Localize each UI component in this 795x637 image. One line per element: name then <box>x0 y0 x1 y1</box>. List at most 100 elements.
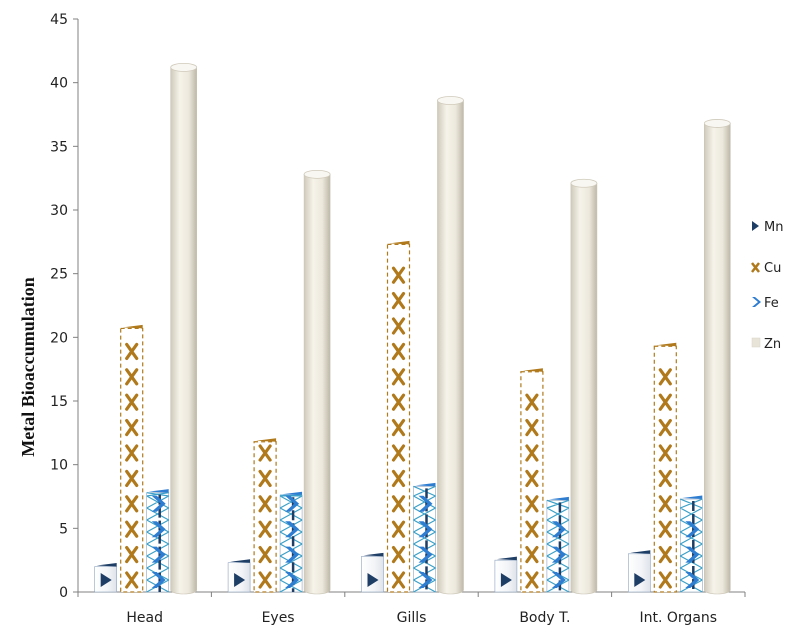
y-tick-label: 30 <box>50 203 68 219</box>
bar-fe <box>679 495 703 593</box>
cu-marker <box>391 419 406 437</box>
cu-marker <box>658 444 672 462</box>
bar-zn <box>570 178 598 595</box>
cu-marker <box>525 571 539 589</box>
bar-zn <box>303 169 331 595</box>
cu-marker <box>658 520 672 538</box>
x-tick-label: Gills <box>397 610 427 626</box>
bar-top <box>703 119 731 128</box>
fe-marker <box>418 572 433 588</box>
fe-marker <box>551 546 566 563</box>
bar-cu <box>653 342 677 593</box>
legend-swatch-zn <box>751 337 761 348</box>
fe-marker <box>418 495 433 512</box>
cu-marker <box>391 469 406 487</box>
fe-marker <box>685 546 700 563</box>
cu-marker <box>391 368 406 386</box>
bar-fe <box>279 491 303 593</box>
cu-marker <box>125 444 139 462</box>
cu-marker <box>391 292 406 310</box>
y-tick-label: 20 <box>50 330 68 346</box>
cu-marker <box>525 419 539 437</box>
y-tick-label: 35 <box>50 139 68 155</box>
cu-marker <box>258 444 272 462</box>
bar-top <box>630 550 651 554</box>
cu-marker <box>125 520 139 538</box>
bar-top <box>303 169 331 179</box>
legend-swatch-mn <box>752 221 759 231</box>
cu-marker <box>391 546 406 564</box>
bar-top <box>170 62 198 72</box>
bar-mn <box>361 552 384 593</box>
x-tick-label: Body T. <box>519 610 570 626</box>
fe-marker <box>151 572 166 588</box>
bar-body <box>437 100 464 595</box>
mn-marker <box>500 573 512 587</box>
mn-marker <box>234 573 246 587</box>
cu-marker <box>658 546 672 564</box>
bar-top <box>522 368 543 372</box>
fe-marker <box>151 521 166 538</box>
bar-body <box>627 553 651 593</box>
bar-zn <box>170 62 198 595</box>
cu-marker <box>125 495 139 513</box>
bar-mn <box>627 550 651 593</box>
bar-cu <box>253 438 277 593</box>
x-tick-label: Eyes <box>262 610 295 626</box>
cu-marker <box>125 393 139 411</box>
cu-marker <box>391 317 406 335</box>
cu-marker <box>258 469 272 487</box>
fe-marker <box>418 546 433 563</box>
bar-body <box>386 243 411 593</box>
cu-marker <box>391 266 406 284</box>
cu-marker <box>658 368 672 386</box>
legend-swatch-fe <box>752 297 761 307</box>
bar-top <box>96 563 117 567</box>
bar-mn <box>94 563 117 593</box>
cu-marker <box>525 520 539 538</box>
bar-top <box>415 482 436 487</box>
cu-marker <box>525 495 539 513</box>
fe-marker <box>685 521 700 538</box>
cu-marker <box>391 571 406 589</box>
bar-body <box>170 67 197 595</box>
cu-marker <box>125 571 139 589</box>
bar-fe <box>413 482 436 593</box>
fe-marker <box>285 546 300 563</box>
legend-label: Fe <box>764 296 779 311</box>
bar-top <box>682 495 703 500</box>
bar-top <box>282 491 303 496</box>
legend-label: Mn <box>764 220 783 235</box>
bar-cu <box>120 324 144 593</box>
bar-body <box>303 174 331 595</box>
legend-label: Cu <box>764 261 781 276</box>
cu-marker <box>391 342 406 360</box>
legend-swatch-cu <box>751 262 760 273</box>
cu-marker <box>125 368 139 386</box>
bar-top <box>656 342 677 347</box>
cu-marker <box>125 546 139 564</box>
y-tick-label: 15 <box>50 394 68 410</box>
bar-top <box>148 489 169 493</box>
y-tick-label: 5 <box>59 521 68 537</box>
bar-top <box>230 559 251 563</box>
bar-top <box>496 556 517 561</box>
cu-marker <box>525 393 539 411</box>
mn-marker <box>100 573 112 587</box>
bar-mn <box>494 556 518 593</box>
fe-marker <box>151 546 166 563</box>
y-axis-title: Metal Bioaccumulation <box>18 277 38 456</box>
fe-marker <box>551 572 566 588</box>
mn-marker <box>367 573 379 587</box>
cu-marker <box>125 419 139 437</box>
bar-top <box>548 496 569 501</box>
cu-marker <box>658 419 672 437</box>
y-tick-label: 25 <box>50 267 68 283</box>
cu-marker <box>391 520 406 538</box>
x-tick-label: Int. Organs <box>640 610 718 626</box>
bar-top <box>256 438 277 442</box>
bar-mn <box>227 559 251 593</box>
bar-zn <box>703 119 731 595</box>
bar-top <box>389 240 410 245</box>
